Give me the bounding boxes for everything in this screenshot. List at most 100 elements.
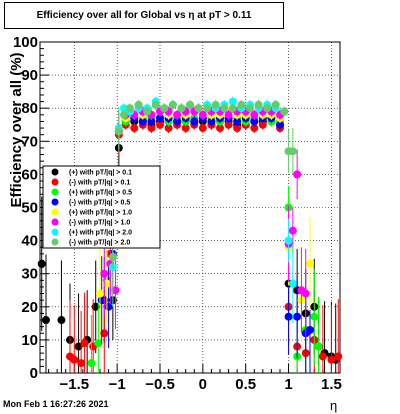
- data-point: [74, 342, 83, 351]
- y-tick-label: 30: [21, 266, 38, 283]
- legend-entry: (-) with pT/|q| > 2.0: [69, 240, 130, 247]
- data-point: [160, 104, 169, 113]
- axes: −1.5 −1 −0.5 0 0.5 1 1.5 0 10 20 30 40 50 60 70 80 90 100: [13, 34, 342, 393]
- data-point: [228, 104, 237, 113]
- data-point: [293, 312, 302, 321]
- data-point: [228, 97, 237, 106]
- legend-entry: (-) with pT/|q| > 0.1: [69, 180, 130, 187]
- data-point: [57, 316, 66, 325]
- data-point: [143, 107, 152, 116]
- data-point: [108, 253, 117, 262]
- legend-marker: [51, 208, 59, 216]
- y-tick-label: 20: [21, 299, 38, 316]
- data-point: [220, 104, 229, 113]
- data-point: [203, 104, 212, 113]
- data-point: [306, 259, 314, 268]
- data-point: [177, 104, 186, 113]
- data-point: [198, 124, 207, 133]
- data-point: [120, 110, 128, 119]
- data-point: [186, 100, 194, 109]
- chart-title-text: Efficiency over all for Global vs η at p…: [36, 10, 252, 21]
- data-point: [288, 279, 297, 288]
- data-point: [250, 110, 259, 119]
- data-point: [224, 120, 233, 129]
- data-point: [211, 100, 220, 109]
- y-tick-label: 100: [13, 34, 38, 51]
- data-point: [237, 100, 246, 109]
- data-point: [233, 124, 242, 133]
- data-point: [284, 312, 293, 321]
- data-point: [102, 279, 111, 288]
- data-point: [100, 269, 109, 278]
- data-point: [280, 107, 289, 116]
- data-point: [94, 339, 103, 348]
- data-point: [120, 104, 128, 113]
- data-point: [250, 117, 259, 126]
- data-point: [80, 339, 89, 348]
- data-point: [314, 342, 323, 351]
- x-tick-label: 0: [199, 376, 207, 393]
- y-tick-label: 60: [21, 166, 38, 183]
- data-point: [246, 104, 254, 113]
- legend-marker: [51, 178, 59, 186]
- data-point: [306, 325, 314, 334]
- data-point: [96, 289, 104, 298]
- data-point: [42, 316, 50, 325]
- data-point: [194, 104, 203, 113]
- data-point: [147, 124, 156, 133]
- y-tick-label: 90: [21, 67, 38, 84]
- timestamp: Mon Feb 1 16:27:26 2021: [3, 399, 109, 409]
- data-point: [288, 226, 297, 235]
- data-point: [168, 100, 177, 109]
- data-point: [263, 104, 272, 113]
- data-point: [293, 170, 302, 179]
- data-point: [156, 114, 164, 123]
- x-tick-label: 1.5: [321, 376, 342, 393]
- data-point: [87, 359, 96, 368]
- data-point: [254, 100, 263, 109]
- data-point: [276, 120, 284, 129]
- data-point: [288, 147, 297, 156]
- x-tick-label: −1: [109, 376, 126, 393]
- data-point: [181, 124, 190, 133]
- data-point: [224, 110, 233, 119]
- data-point: [301, 289, 310, 298]
- data-point: [173, 117, 182, 126]
- chart-title: Efficiency over all for Global vs η at p…: [4, 2, 284, 29]
- y-axis-label: Efficiency over all (%): [8, 52, 25, 208]
- data-point: [134, 100, 143, 109]
- legend-entry: (-) with pT/|q| > 0.5: [69, 200, 130, 207]
- legend-marker: [51, 238, 59, 246]
- data-point: [284, 236, 293, 245]
- data-point: [138, 117, 147, 126]
- y-tick-label: 40: [21, 233, 38, 250]
- y-tick-label: 10: [21, 332, 38, 349]
- data-point: [147, 117, 156, 126]
- data-point: [258, 120, 267, 129]
- legend-entry: (+) with pT/|q| > 0.5: [69, 190, 132, 197]
- data-point: [216, 124, 224, 133]
- data-point: [126, 104, 134, 113]
- data-point: [250, 124, 259, 133]
- data-point: [104, 302, 113, 311]
- legend-marker: [51, 168, 59, 176]
- data-point: [130, 124, 139, 133]
- legend-marker: [51, 218, 59, 226]
- legend: (+) with pT/|q| > 0.1 (-) with pT/|q| > 0…: [42, 165, 161, 249]
- data-point: [156, 120, 164, 129]
- data-point: [111, 286, 120, 295]
- x-axis-label: η: [330, 398, 338, 413]
- y-tick-label: 80: [21, 100, 38, 117]
- x-tick-label: 0.5: [235, 376, 256, 393]
- data-point: [100, 329, 109, 338]
- legend-entry: (-) with pT/|q| > 1.0: [69, 220, 130, 227]
- data-point: [164, 124, 173, 133]
- data-point: [91, 302, 100, 311]
- data-point: [327, 355, 336, 364]
- data-point: [151, 100, 160, 109]
- data-point: [318, 352, 327, 361]
- data-point: [77, 359, 86, 368]
- x-tick-label: 1: [284, 376, 292, 393]
- data-point: [190, 117, 199, 126]
